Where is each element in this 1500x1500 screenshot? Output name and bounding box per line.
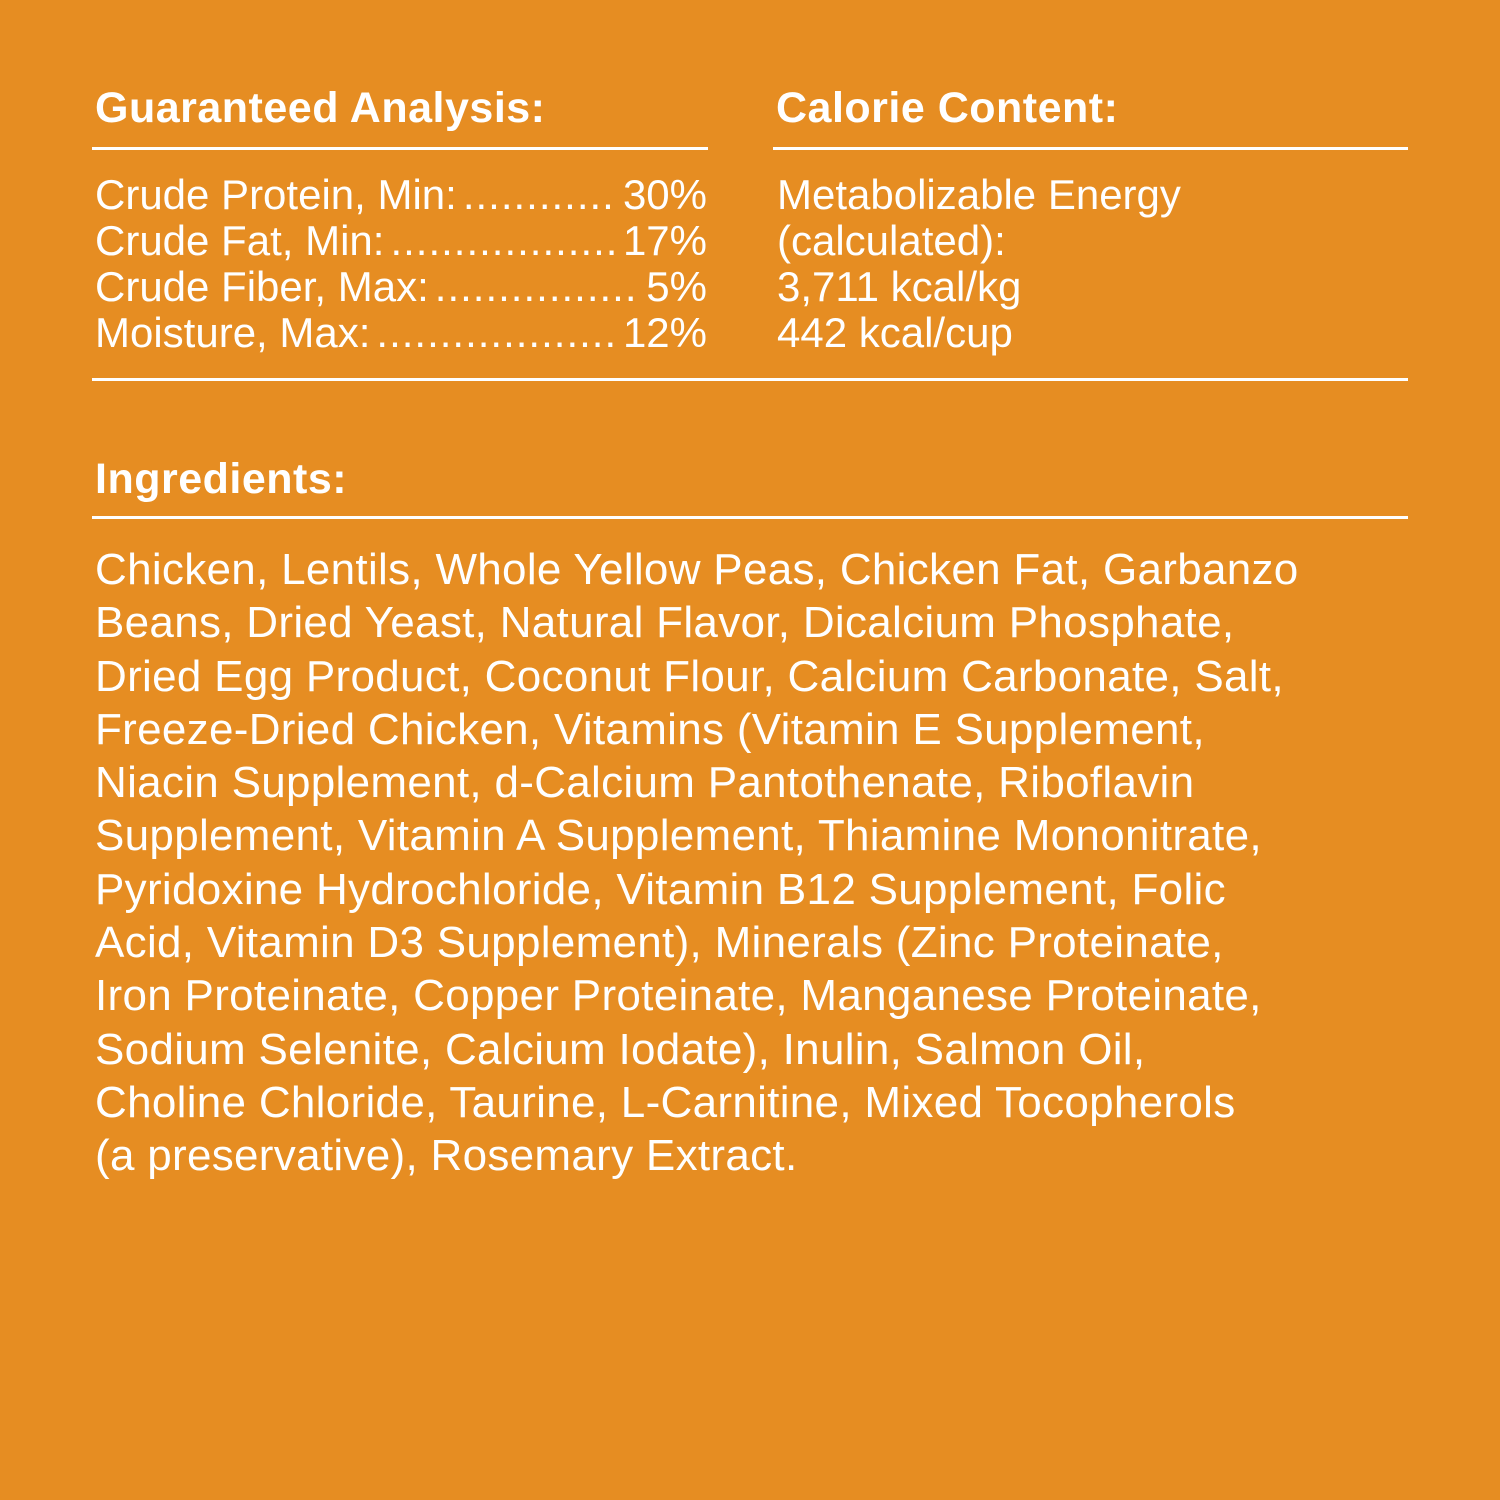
ingredients-line: (a preservative), Rosemary Extract. bbox=[95, 1131, 798, 1181]
leader-dots bbox=[435, 264, 641, 310]
leader-dots bbox=[376, 310, 617, 356]
ingredients-heading: Ingredients: bbox=[95, 455, 348, 503]
analysis-label: Crude Fat, Min: bbox=[95, 217, 385, 264]
ingredients-line: Niacin Supplement, d-Calcium Pantothenat… bbox=[95, 758, 1195, 808]
calorie-heading: Calorie Content: bbox=[776, 84, 1119, 132]
ingredients-line: Pyridoxine Hydrochloride, Vitamin B12 Su… bbox=[95, 864, 1226, 914]
ingredients-line: Chicken, Lentils, Whole Yellow Peas, Chi… bbox=[95, 545, 1299, 594]
calorie-content: Metabolizable Energy (calculated): 3,711… bbox=[777, 172, 1181, 356]
analysis-label: Moisture, Max: bbox=[95, 309, 371, 356]
leader-dots bbox=[390, 218, 617, 264]
leader-dots bbox=[463, 172, 617, 218]
analysis-list: Crude Protein, Min: 30% Crude Fat, Min: 17… bbox=[95, 172, 707, 356]
analysis-value: 12% bbox=[622, 309, 707, 356]
ingredients-text: Chicken, Lentils, Whole Yellow Peas, Chi… bbox=[95, 543, 1299, 1183]
calorie-line: Metabolizable Energy bbox=[777, 171, 1181, 218]
ingredients-line: Choline Chloride, Taurine, L-Carnitine, … bbox=[95, 1077, 1236, 1127]
analysis-row: Crude Fat, Min: 17% bbox=[95, 218, 707, 264]
ingredients-line: Dried Egg Product, Coconut Flour, Calciu… bbox=[95, 651, 1284, 701]
divider bbox=[92, 516, 1408, 519]
ingredients-line: Acid, Vitamin D3 Supplement), Minerals (… bbox=[95, 918, 1224, 968]
analysis-row: Crude Fiber, Max: 5% bbox=[95, 264, 707, 310]
analysis-value: 17% bbox=[622, 217, 707, 264]
ingredients-line: Iron Proteinate, Copper Proteinate, Mang… bbox=[95, 971, 1262, 1021]
ingredients-line: Freeze-Dried Chicken, Vitamins (Vitamin … bbox=[95, 704, 1205, 754]
divider bbox=[92, 378, 1408, 381]
analysis-row: Crude Protein, Min: 30% bbox=[95, 172, 707, 218]
analysis-label: Crude Protein, Min: bbox=[95, 171, 457, 218]
analysis-row: Moisture, Max: 12% bbox=[95, 310, 707, 356]
analysis-label: Crude Fiber, Max: bbox=[95, 263, 429, 310]
calorie-kcal-cup: 442 kcal/cup bbox=[777, 309, 1013, 356]
ingredients-line: Beans, Dried Yeast, Natural Flavor, Dica… bbox=[95, 598, 1235, 648]
calorie-kcal-kg: 3,711 kcal/kg bbox=[777, 263, 1022, 310]
ingredients-line: Sodium Selenite, Calcium Iodate), Inulin… bbox=[95, 1024, 1146, 1074]
analysis-value: 30% bbox=[622, 171, 707, 218]
ingredients-line: Supplement, Vitamin A Supplement, Thiami… bbox=[95, 811, 1262, 861]
analysis-heading: Guaranteed Analysis: bbox=[95, 84, 546, 132]
divider bbox=[92, 147, 708, 150]
divider bbox=[773, 147, 1408, 150]
calorie-line: (calculated): bbox=[777, 217, 1006, 264]
analysis-value: 5% bbox=[646, 263, 707, 310]
